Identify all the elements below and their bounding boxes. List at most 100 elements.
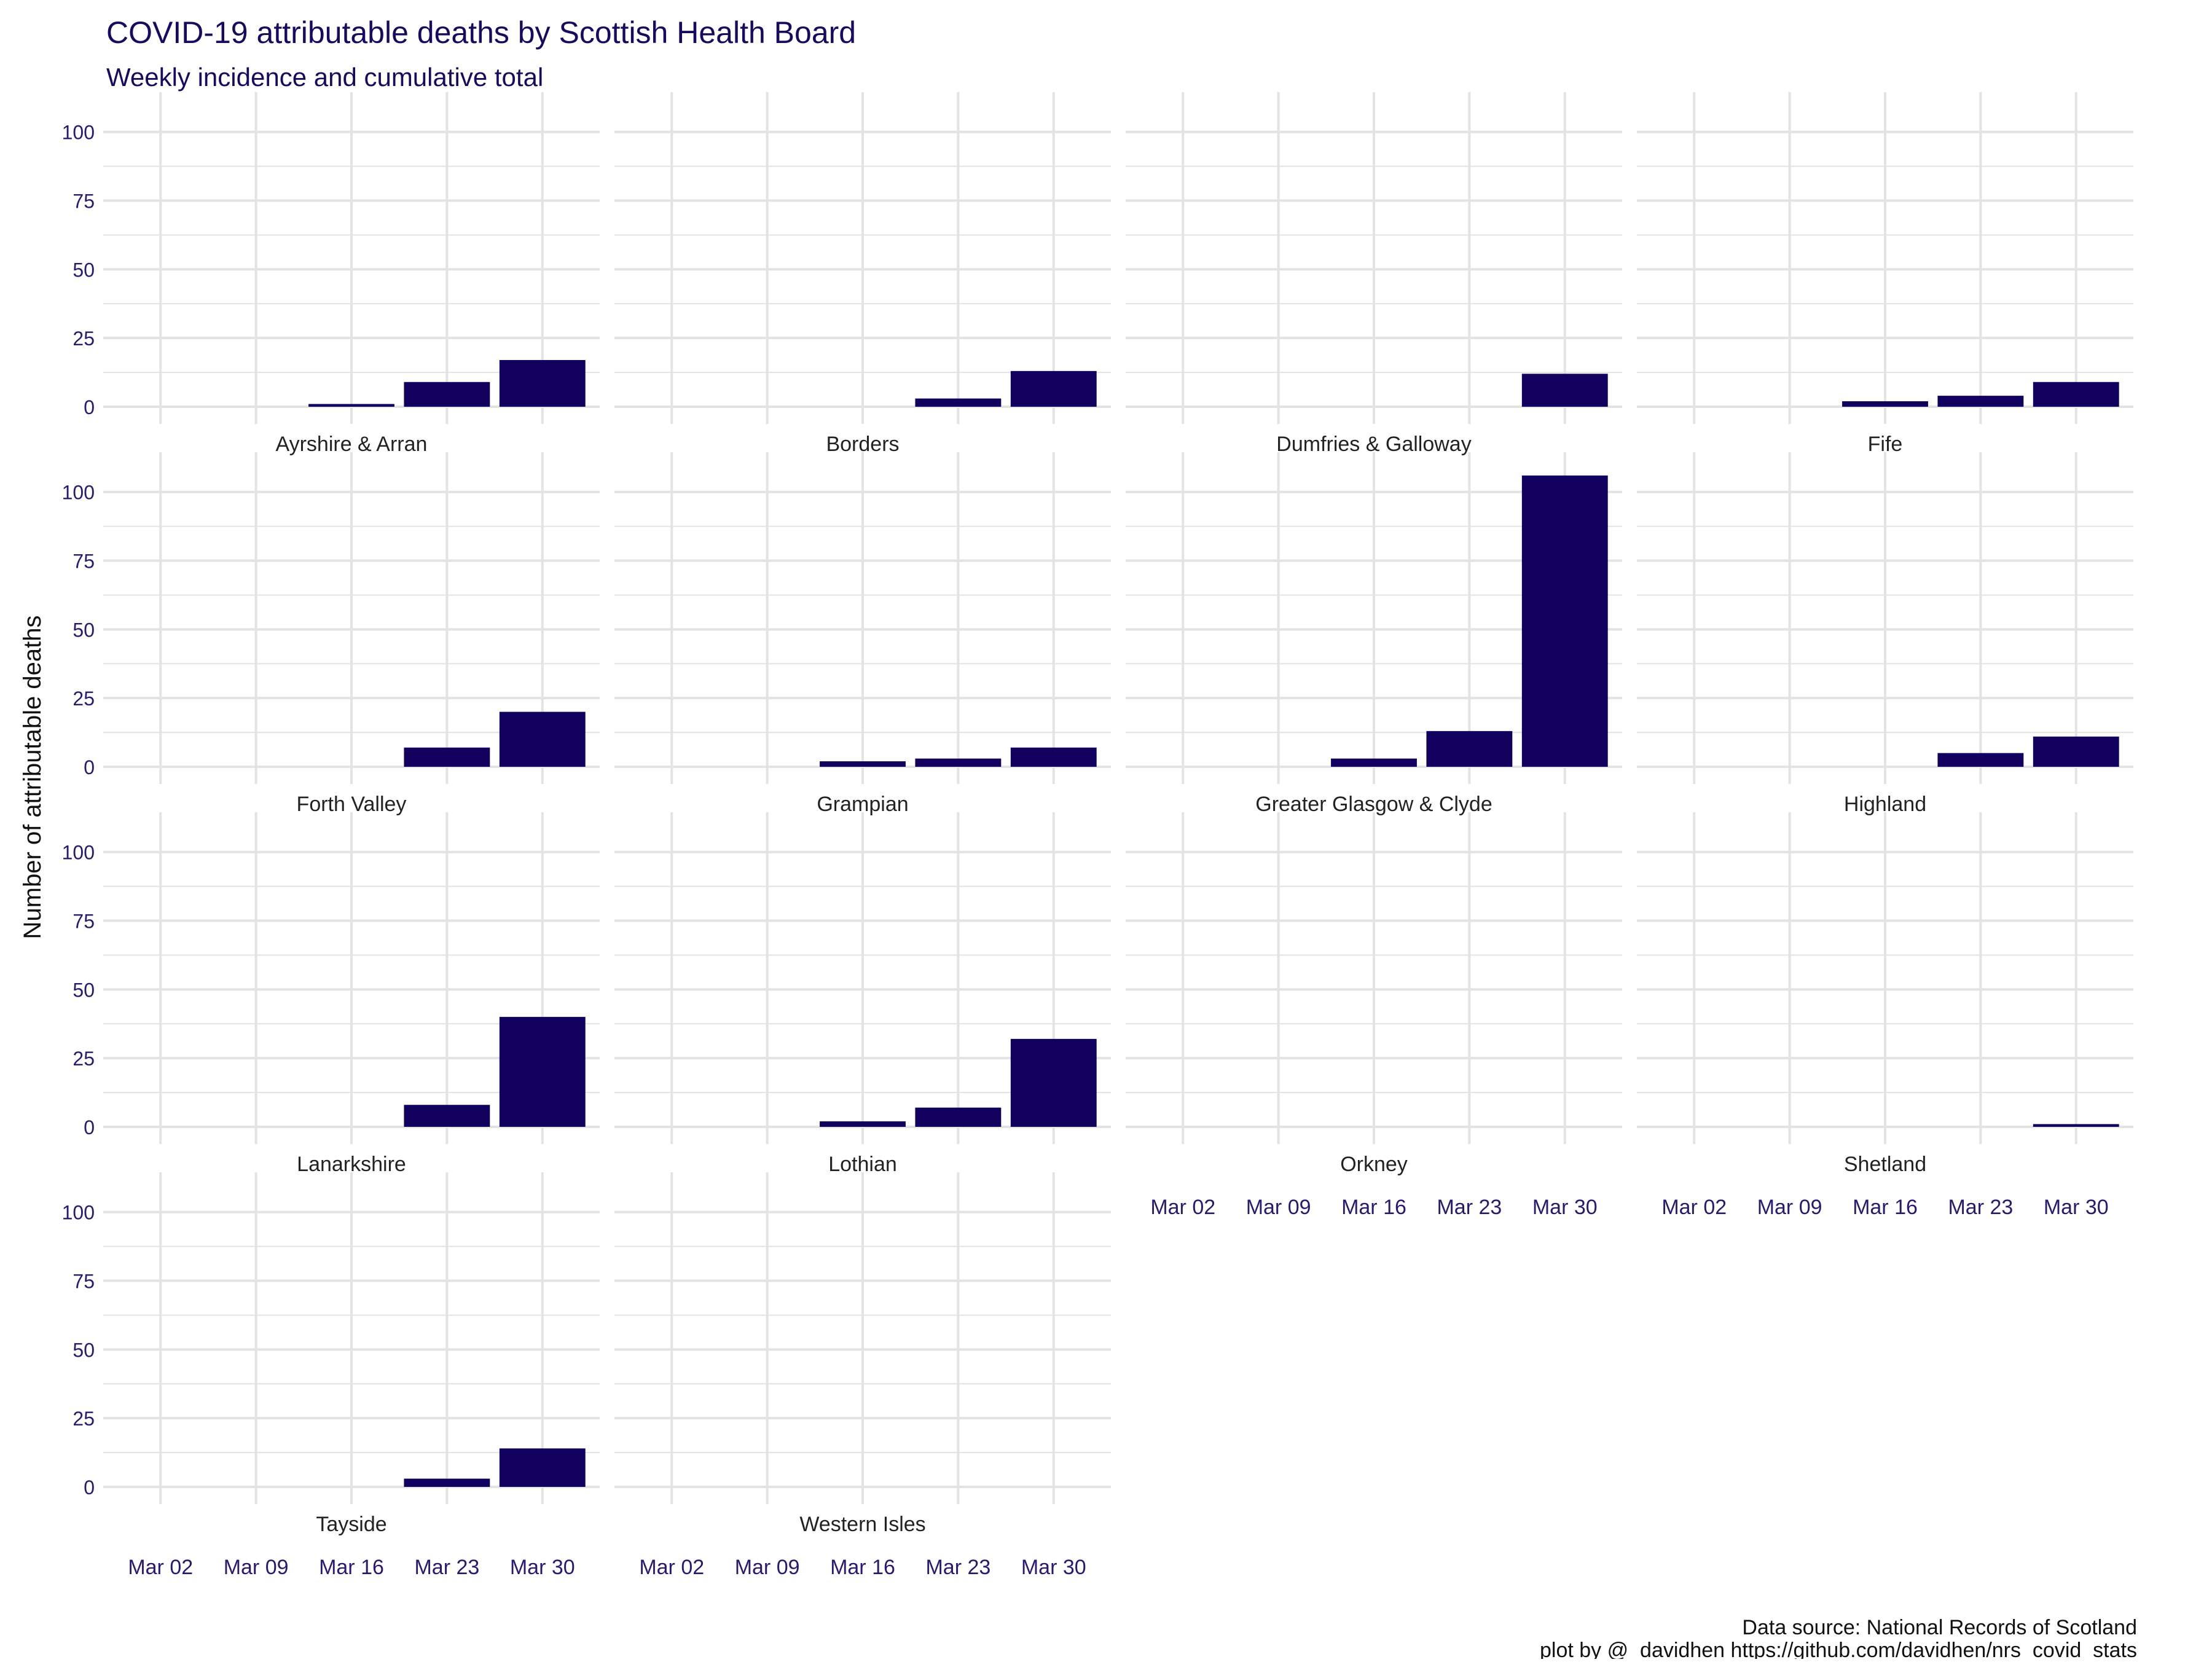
facet-label: Greater Glasgow & Clyde — [1255, 793, 1492, 816]
bar-borders-4 — [1010, 370, 1097, 407]
bar-forth-valley-4 — [499, 711, 586, 767]
x-tick-label: Mar 02 — [128, 1556, 193, 1579]
x-tick-label: Mar 23 — [1437, 1196, 1502, 1219]
y-tick-label: 0 — [84, 396, 95, 418]
x-tick-label: Mar 09 — [1246, 1196, 1311, 1219]
x-tick-label: Mar 30 — [1532, 1196, 1598, 1219]
bar-highland-3 — [1937, 753, 2024, 767]
x-tick-label: Mar 30 — [1021, 1556, 1086, 1579]
x-tick-label: Mar 16 — [830, 1556, 895, 1579]
x-tick-label: Mar 02 — [1150, 1196, 1215, 1219]
x-tick-label: Mar 16 — [319, 1556, 384, 1579]
y-tick-label: 100 — [62, 482, 95, 504]
y-tick-label: 50 — [73, 979, 95, 1001]
facet-label: Western Isles — [799, 1513, 925, 1536]
facet-label: Grampian — [817, 793, 908, 816]
panel-lanarkshire: 0 25 50 75 100 Lanarkshire — [62, 812, 600, 1176]
panel-orkney: Orkney Mar 02 Mar 09 Mar 16 Mar 23 Mar 30 — [1126, 812, 1622, 1219]
bar-lanarkshire-3 — [404, 1105, 490, 1127]
bar-forth-valley-3 — [404, 747, 490, 767]
chart-subtitle: Weekly incidence and cumulative total — [106, 63, 543, 92]
panel-western-isles: Western Isles Mar 02 Mar 09 Mar 16 Mar 23 Mar… — [614, 1172, 1111, 1579]
bar-greater-glasgow-and-clyde-3 — [1426, 731, 1513, 767]
bar-lothian-4 — [1010, 1038, 1097, 1127]
bar-grampian-4 — [1010, 747, 1097, 767]
panel-dumfries-and-galloway: Dumfries & Galloway — [1126, 92, 1622, 456]
y-tick-label: 75 — [73, 1271, 95, 1293]
bar-ayrshire-and-arran-2 — [308, 404, 394, 407]
y-tick-label: 25 — [73, 327, 95, 350]
panel-forth-valley: 0 25 50 75 100 Forth Valley — [62, 452, 600, 816]
x-tick-label: Mar 09 — [1757, 1196, 1822, 1219]
y-tick-label: 75 — [73, 911, 95, 933]
facet-label: Forth Valley — [297, 793, 407, 816]
bar-greater-glasgow-and-clyde-4 — [1521, 475, 1608, 767]
caption-source: Data source: National Records of Scotlan… — [1742, 1616, 2137, 1639]
bar-greater-glasgow-and-clyde-2 — [1331, 758, 1417, 767]
x-tick-label: Mar 16 — [1341, 1196, 1406, 1219]
bar-dumfries-and-galloway-4 — [1521, 374, 1608, 407]
x-tick-label: Mar 23 — [1948, 1196, 2013, 1219]
x-tick-label: Mar 02 — [639, 1556, 704, 1579]
panel-fife: Fife — [1637, 92, 2133, 456]
bar-grampian-2 — [820, 761, 906, 767]
y-tick-label: 100 — [62, 122, 95, 144]
bar-highland-4 — [2033, 736, 2119, 767]
facet-label: Ayrshire & Arran — [276, 433, 428, 456]
facet-panels: 0 25 50 75 100 Ayrshire & Arran Borders Dumfrie… — [62, 92, 2133, 1579]
bar-tayside-3 — [404, 1478, 490, 1487]
panel-ayrshire-and-arran: 0 25 50 75 100 Ayrshire & Arran — [62, 92, 600, 456]
bar-lothian-2 — [820, 1121, 906, 1127]
panel-lothian: Lothian — [614, 812, 1111, 1176]
x-tick-label: Mar 23 — [925, 1556, 990, 1579]
facet-label: Orkney — [1340, 1153, 1408, 1176]
y-tick-label: 50 — [73, 259, 95, 281]
x-tick-label: Mar 30 — [2044, 1196, 2109, 1219]
x-tick-label: Mar 23 — [414, 1556, 479, 1579]
facet-label: Dumfries & Galloway — [1276, 433, 1471, 456]
chart-title: COVID-19 attributable deaths by Scottish… — [106, 15, 856, 50]
x-tick-label: Mar 16 — [1853, 1196, 1918, 1219]
bar-grampian-3 — [915, 758, 1002, 767]
bar-ayrshire-and-arran-4 — [499, 359, 586, 407]
bar-fife-2 — [1842, 401, 1928, 407]
bar-ayrshire-and-arran-3 — [404, 382, 490, 407]
facet-label: Lothian — [828, 1153, 897, 1176]
facet-label: Lanarkshire — [297, 1153, 406, 1176]
panel-greater-glasgow-and-clyde: Greater Glasgow & Clyde — [1126, 452, 1622, 816]
y-tick-label: 75 — [73, 551, 95, 573]
x-tick-label: Mar 09 — [735, 1556, 800, 1579]
bar-tayside-4 — [499, 1448, 586, 1487]
y-tick-label: 100 — [62, 1202, 95, 1224]
y-tick-label: 0 — [84, 756, 95, 778]
caption-credit: plot by @_davidhen https://github.com/da… — [1540, 1639, 2137, 1659]
x-tick-label: Mar 09 — [224, 1556, 289, 1579]
bar-shetland-4 — [2033, 1124, 2119, 1127]
facet-label: Borders — [826, 433, 899, 456]
y-tick-label: 75 — [73, 190, 95, 213]
y-tick-label: 0 — [84, 1116, 95, 1139]
bar-fife-4 — [2033, 382, 2119, 407]
bar-lothian-3 — [915, 1107, 1002, 1127]
y-axis-label: Number of attributable deaths — [19, 616, 46, 939]
facet-label: Highland — [1844, 793, 1926, 816]
panel-shetland: Shetland Mar 02 Mar 09 Mar 16 Mar 23 Mar 30 — [1637, 812, 2133, 1219]
panel-grampian: Grampian — [614, 452, 1111, 816]
y-tick-label: 0 — [84, 1476, 95, 1499]
panel-tayside: 0 25 50 75 100 Tayside Mar 02 Mar 09 Mar 16 Mar 2… — [62, 1172, 600, 1579]
x-tick-label: Mar 02 — [1661, 1196, 1727, 1219]
y-tick-label: 25 — [73, 688, 95, 710]
x-tick-label: Mar 30 — [510, 1556, 575, 1579]
y-tick-label: 50 — [73, 1339, 95, 1361]
y-tick-label: 25 — [73, 1408, 95, 1430]
panel-highland: Highland — [1637, 452, 2133, 816]
y-tick-label: 25 — [73, 1048, 95, 1070]
facet-label: Shetland — [1844, 1153, 1926, 1176]
panel-borders: Borders — [614, 92, 1111, 456]
bar-fife-3 — [1937, 396, 2024, 407]
y-tick-label: 100 — [62, 842, 95, 864]
bar-borders-3 — [915, 398, 1002, 407]
facet-label: Fife — [1868, 433, 1903, 456]
